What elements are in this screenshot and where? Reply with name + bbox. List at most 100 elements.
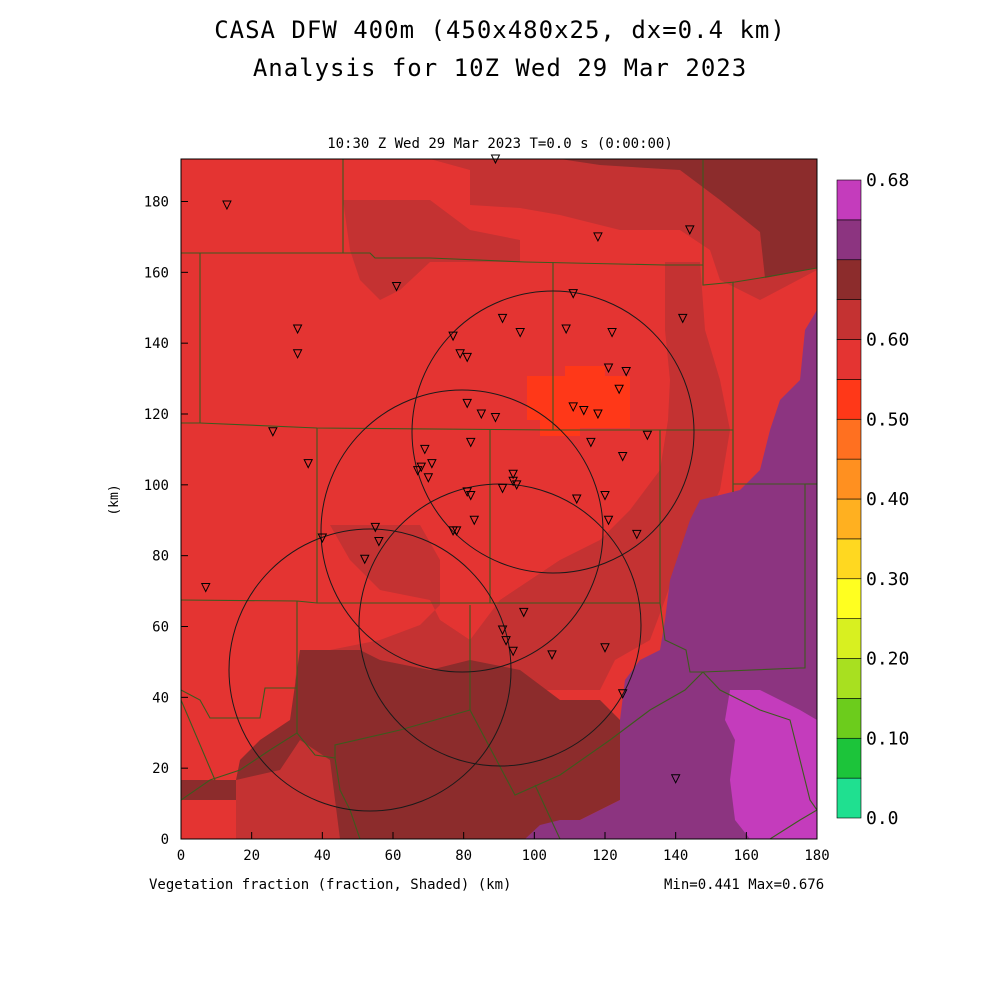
field-region-ne2 (560, 159, 817, 278)
station-marker (670, 774, 681, 784)
station-marker (423, 473, 434, 483)
colorbar-swatch (836, 737, 862, 779)
colorbar-label: 0.68 (866, 170, 909, 191)
colorbar-swatch (836, 777, 862, 819)
chart-subtitle: Analysis for 10Z Wed 29 Mar 2023 (252, 54, 748, 82)
y-tick-label: 180 (144, 195, 169, 211)
colorbar-swatch (836, 658, 862, 699)
station-marker (374, 537, 384, 547)
colorbar-swatch (836, 418, 862, 460)
station-marker (391, 282, 402, 292)
station-marker (614, 384, 624, 395)
y-tick-label: 40 (152, 690, 169, 706)
station-marker (222, 200, 232, 211)
station-marker (465, 437, 476, 448)
variable-label: Vegetation fraction (fraction, Shaded) (… (149, 877, 512, 893)
x-tick-label: 120 (592, 848, 617, 864)
colorbar-swatch (836, 458, 862, 500)
station-marker (303, 459, 314, 469)
station-marker (617, 452, 628, 462)
station-marker (455, 349, 465, 359)
x-tick-label: 60 (385, 848, 402, 864)
colorbar-swatch (836, 179, 862, 221)
field-region-sw2 (181, 800, 236, 839)
station-marker (268, 427, 278, 437)
station-marker (603, 515, 614, 526)
station-marker (448, 526, 458, 536)
colorbar-label: 0.60 (866, 330, 909, 351)
y-tick-label: 120 (144, 407, 169, 423)
station-marker (412, 466, 423, 476)
minmax-label: Min=0.441 Max=0.676 (664, 877, 825, 893)
station-marker (462, 352, 473, 363)
station-marker (568, 289, 579, 299)
station-marker (586, 437, 596, 448)
station-marker (497, 625, 508, 636)
station-marker (568, 402, 579, 413)
colorbar-label: 0.50 (866, 409, 909, 430)
radar-range-rings (228, 290, 695, 812)
y-tick-label: 160 (144, 265, 169, 281)
field-region-magenta-small (525, 820, 560, 839)
colorbar-swatch (836, 498, 862, 540)
x-tick-label: 160 (734, 848, 759, 864)
x-tick-label: 20 (243, 848, 260, 864)
field-region-n (343, 200, 520, 300)
colorbar-swatch (836, 339, 862, 380)
station-marker (642, 430, 653, 441)
x-tick-label: 140 (663, 848, 688, 864)
station-marker (427, 459, 437, 469)
station-marker (518, 607, 529, 618)
field-region-magenta (725, 690, 817, 839)
station-marker (600, 643, 610, 653)
colorbar-swatch (836, 618, 862, 659)
field-region-e (470, 262, 730, 690)
station-marker (603, 363, 614, 374)
station-marker (511, 480, 522, 490)
field-region-sw (236, 740, 340, 839)
station-marker (593, 409, 603, 420)
station-marker (359, 554, 370, 565)
station-marker (497, 483, 508, 494)
station-marker (416, 462, 427, 473)
field-region-ne (343, 159, 817, 300)
station-marker (448, 331, 458, 342)
x-tick-label: 0 (177, 848, 185, 864)
chart-title: CASA DFW 400m (450x480x25, dx=0.4 km) (214, 16, 786, 44)
station-marker (631, 529, 642, 540)
station-marker (677, 313, 688, 324)
station-marker (200, 583, 211, 593)
valid-time-label: 10:30 Z Wed 29 Mar 2023 T=0.0 s (0:00:00… (327, 136, 673, 152)
radar-ring-1 (411, 290, 695, 574)
y-tick-label: 100 (144, 478, 169, 494)
station-markers (200, 154, 695, 784)
field-region-low (527, 366, 630, 436)
station-marker (317, 533, 328, 544)
station-marker (578, 405, 589, 416)
station-marker (571, 494, 582, 505)
station-marker (476, 409, 487, 420)
y-tick-label: 0 (161, 832, 169, 848)
colorbar: 0.0 0.10 0.20 0.30 0.40 0.50 0.60 0.68 (836, 170, 909, 829)
colorbar-swatch (836, 219, 862, 261)
station-marker (684, 225, 695, 235)
y-tick-label: 80 (152, 549, 169, 565)
x-tick-label: 100 (522, 848, 547, 864)
station-marker (501, 636, 511, 646)
station-marker (515, 328, 526, 338)
colorbar-label: 0.40 (866, 489, 909, 510)
colorbar-label: 0.0 (866, 808, 899, 829)
colorbar-swatch (836, 698, 862, 739)
station-marker (292, 349, 303, 359)
station-marker (508, 646, 518, 657)
station-marker (462, 398, 473, 409)
station-marker (547, 650, 557, 660)
station-marker (469, 515, 480, 526)
station-marker (490, 413, 501, 423)
station-marker (419, 444, 430, 455)
station-marker (621, 367, 632, 377)
y-tick-label: 140 (144, 336, 169, 352)
radar-ring-2 (320, 389, 604, 673)
y-tick-label: 20 (152, 761, 169, 777)
station-marker (370, 522, 381, 533)
